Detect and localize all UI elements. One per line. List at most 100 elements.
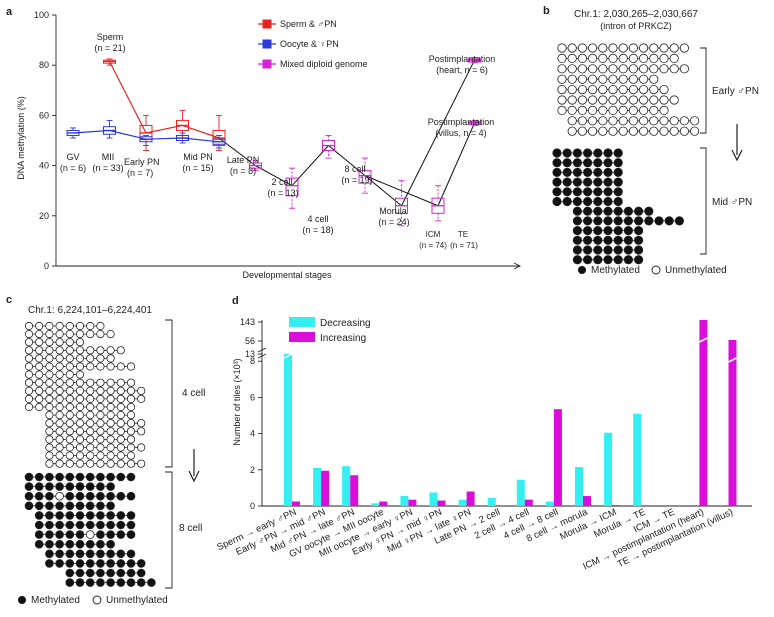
panel-c-8cell-cpg-methylated [96, 482, 105, 491]
panel-c-8cell-cpg-methylated [106, 549, 115, 559]
panel-c-4cell-cpg-unmethylated [55, 427, 64, 436]
panel-b-mid-cpg-methylated [572, 235, 583, 245]
panel-c-4cell-cpg-unmethylated [86, 378, 95, 387]
panel-c-4cell-cpg-unmethylated [45, 329, 54, 339]
panel-c-4cell-cpg-unmethylated [126, 419, 136, 428]
panel-c-4cell-cpg-unmethylated [96, 321, 105, 331]
bar-decreasing [371, 503, 380, 506]
panel-b-early-cpg-unmethylated [557, 85, 567, 95]
panel-c-4cell-cpg-unmethylated [75, 386, 85, 395]
panel-b-early-cpg-unmethylated [608, 126, 618, 136]
panel-c-4cell-cpg-unmethylated [65, 410, 74, 420]
panel-c-8cell-cpg-methylated [75, 559, 85, 568]
panel-a-axes: 0 20 40 60 80 100 [34, 10, 522, 271]
panel-c-4cell-cpg-unmethylated [137, 459, 146, 468]
ann-mid-pn-n: (n = 15) [182, 163, 213, 173]
panel-c-8cell-cpg-methylated [24, 491, 34, 501]
boxplot-box [358, 170, 372, 184]
panel-c-4cell-cpg-unmethylated [55, 378, 64, 387]
panel-c-4cell-cpg-unmethylated [24, 402, 34, 412]
panel-c-4cell-cpg-unmethylated [137, 443, 146, 452]
panel-c-4cell-cpg-unmethylated [116, 427, 125, 436]
panel-c-4cell-cpg-unmethylated [126, 394, 136, 403]
panel-b-early-cpg-unmethylated [608, 105, 618, 116]
panel-b-early-cpg-unmethylated [598, 74, 608, 84]
panel-d-y-tick-label: 56 [245, 336, 255, 346]
panel-c-4cell-cpg-unmethylated [24, 378, 34, 387]
bar-decreasing [633, 413, 642, 506]
panel-b-mid-cpg-methylated [582, 216, 593, 226]
panel-b-early-cpg-unmethylated [608, 64, 618, 74]
panel-c-4cell-cpg-unmethylated [96, 329, 105, 339]
panel-b-early-cpg-unmethylated [587, 64, 598, 74]
panel-d-legend: Decreasing Increasing [289, 317, 371, 344]
boxplot-maternal [103, 119, 116, 139]
panel-b-early-cpg-unmethylated [638, 74, 649, 84]
panel-b-mid-cpg-methylated [582, 245, 593, 255]
panel-c-4cell-cpg-unmethylated [86, 410, 95, 420]
panel-c-8cell-cpg-methylated [45, 482, 54, 491]
panel-c-4cell-cpg-unmethylated [45, 321, 54, 331]
panel-c-8cell-cpg-unmethylated [55, 491, 64, 501]
panel-b-early-cpg-unmethylated [638, 95, 649, 105]
panel-b-mid-cpg-methylated [603, 206, 613, 216]
panel-c-8cell-cpg-methylated [45, 501, 54, 511]
panel-c-4cell-cpg-unmethylated [96, 459, 105, 468]
panel-c-4cell-cpg-unmethylated [65, 329, 74, 339]
panel-c-8cell-cpg-methylated [75, 549, 85, 559]
panel-c-8cell-lollipop [24, 472, 156, 587]
panel-b-mid-cpg-methylated [613, 167, 623, 177]
panel-b-mid-cpg-methylated [613, 196, 623, 207]
panel-b-mid-cpg-methylated [623, 255, 634, 265]
ann-4cell: 4 cell [307, 214, 328, 224]
panel-b-mid-cpg-methylated [644, 216, 654, 226]
bar-increasing [728, 340, 737, 506]
panel-b-mid-cpg-methylated [593, 158, 603, 168]
panel-c-4cell-cpg-unmethylated [45, 338, 54, 347]
panel-c-8cell-cpg-methylated [116, 472, 126, 482]
panel-c-8cell-cpg-methylated [85, 549, 95, 559]
panel-c-4cell-cpg-unmethylated [86, 419, 95, 428]
panel-c-8cell-cpg-methylated [126, 578, 136, 587]
panel-b-early-cpg-unmethylated [587, 43, 598, 53]
panel-b-mid-cpg-methylated [582, 196, 593, 207]
panel-c-4cell-cpg-unmethylated [106, 410, 115, 420]
panel-b-early-cpg-unmethylated [649, 53, 659, 64]
panel-c-8cell-cpg-methylated [96, 511, 105, 520]
panel-c-8cell-cpg-methylated [34, 539, 44, 549]
panel-b-early-cpg-unmethylated [618, 126, 628, 136]
panel-b-mid-cpg-methylated [572, 196, 583, 207]
panel-c-8cell-cpg-methylated [116, 520, 126, 530]
panel-b-mid-cpg-methylated [562, 196, 572, 207]
panel-c-8cell-cpg-methylated [147, 578, 156, 587]
panel-c-8cell-cpg-methylated [126, 549, 136, 559]
panel-c-8cell-cpg-methylated [116, 530, 126, 539]
panel-c-4cell-cpg-unmethylated [126, 451, 136, 460]
boxplot-paternal [176, 109, 189, 141]
panel-b-mid-cpg-methylated [582, 187, 593, 197]
panel-c-legend-methylated-dot [18, 596, 26, 604]
panel-b-early-cpg-unmethylated [638, 85, 649, 95]
panel-c-4cell-cpg-unmethylated [86, 451, 95, 460]
panel-c-4cell-cpg-unmethylated [75, 402, 85, 412]
panel-b-mid-cpg-methylated [593, 196, 603, 207]
panel-b-early-cpg-unmethylated [618, 43, 628, 53]
panel-b-early-cpg-unmethylated [649, 85, 659, 95]
panel-c-4cell-cpg-unmethylated [96, 419, 105, 428]
panel-c-4cell-cpg-unmethylated [96, 451, 105, 460]
panel-c-4cell-cpg-unmethylated [45, 427, 54, 436]
panel-a-y-tick-label: 0 [44, 261, 49, 271]
panel-c-8cell-cpg-methylated [106, 482, 115, 491]
panel-c-8cell-cpg-methylated [106, 530, 115, 539]
panel-c-8cell-cpg-methylated [85, 559, 95, 568]
panel-b-mid-cpg-methylated [572, 158, 583, 168]
panel-c-4cell-cpg-unmethylated [106, 329, 115, 339]
panel-c-8cell-cpg-methylated [34, 530, 44, 539]
ann-heart-n: (heart, n = 6) [436, 65, 488, 75]
panel-b-mid-cpg-methylated [552, 167, 562, 177]
panel-c-4cell-cpg-unmethylated [137, 419, 146, 428]
panel-c-8cell-cpg-methylated [116, 549, 126, 559]
panel-c-8cell-cpg-methylated [75, 539, 85, 549]
panel-c-4cell-cpg-unmethylated [65, 459, 74, 468]
ann-villus-n: (villus, n = 4) [435, 128, 486, 138]
